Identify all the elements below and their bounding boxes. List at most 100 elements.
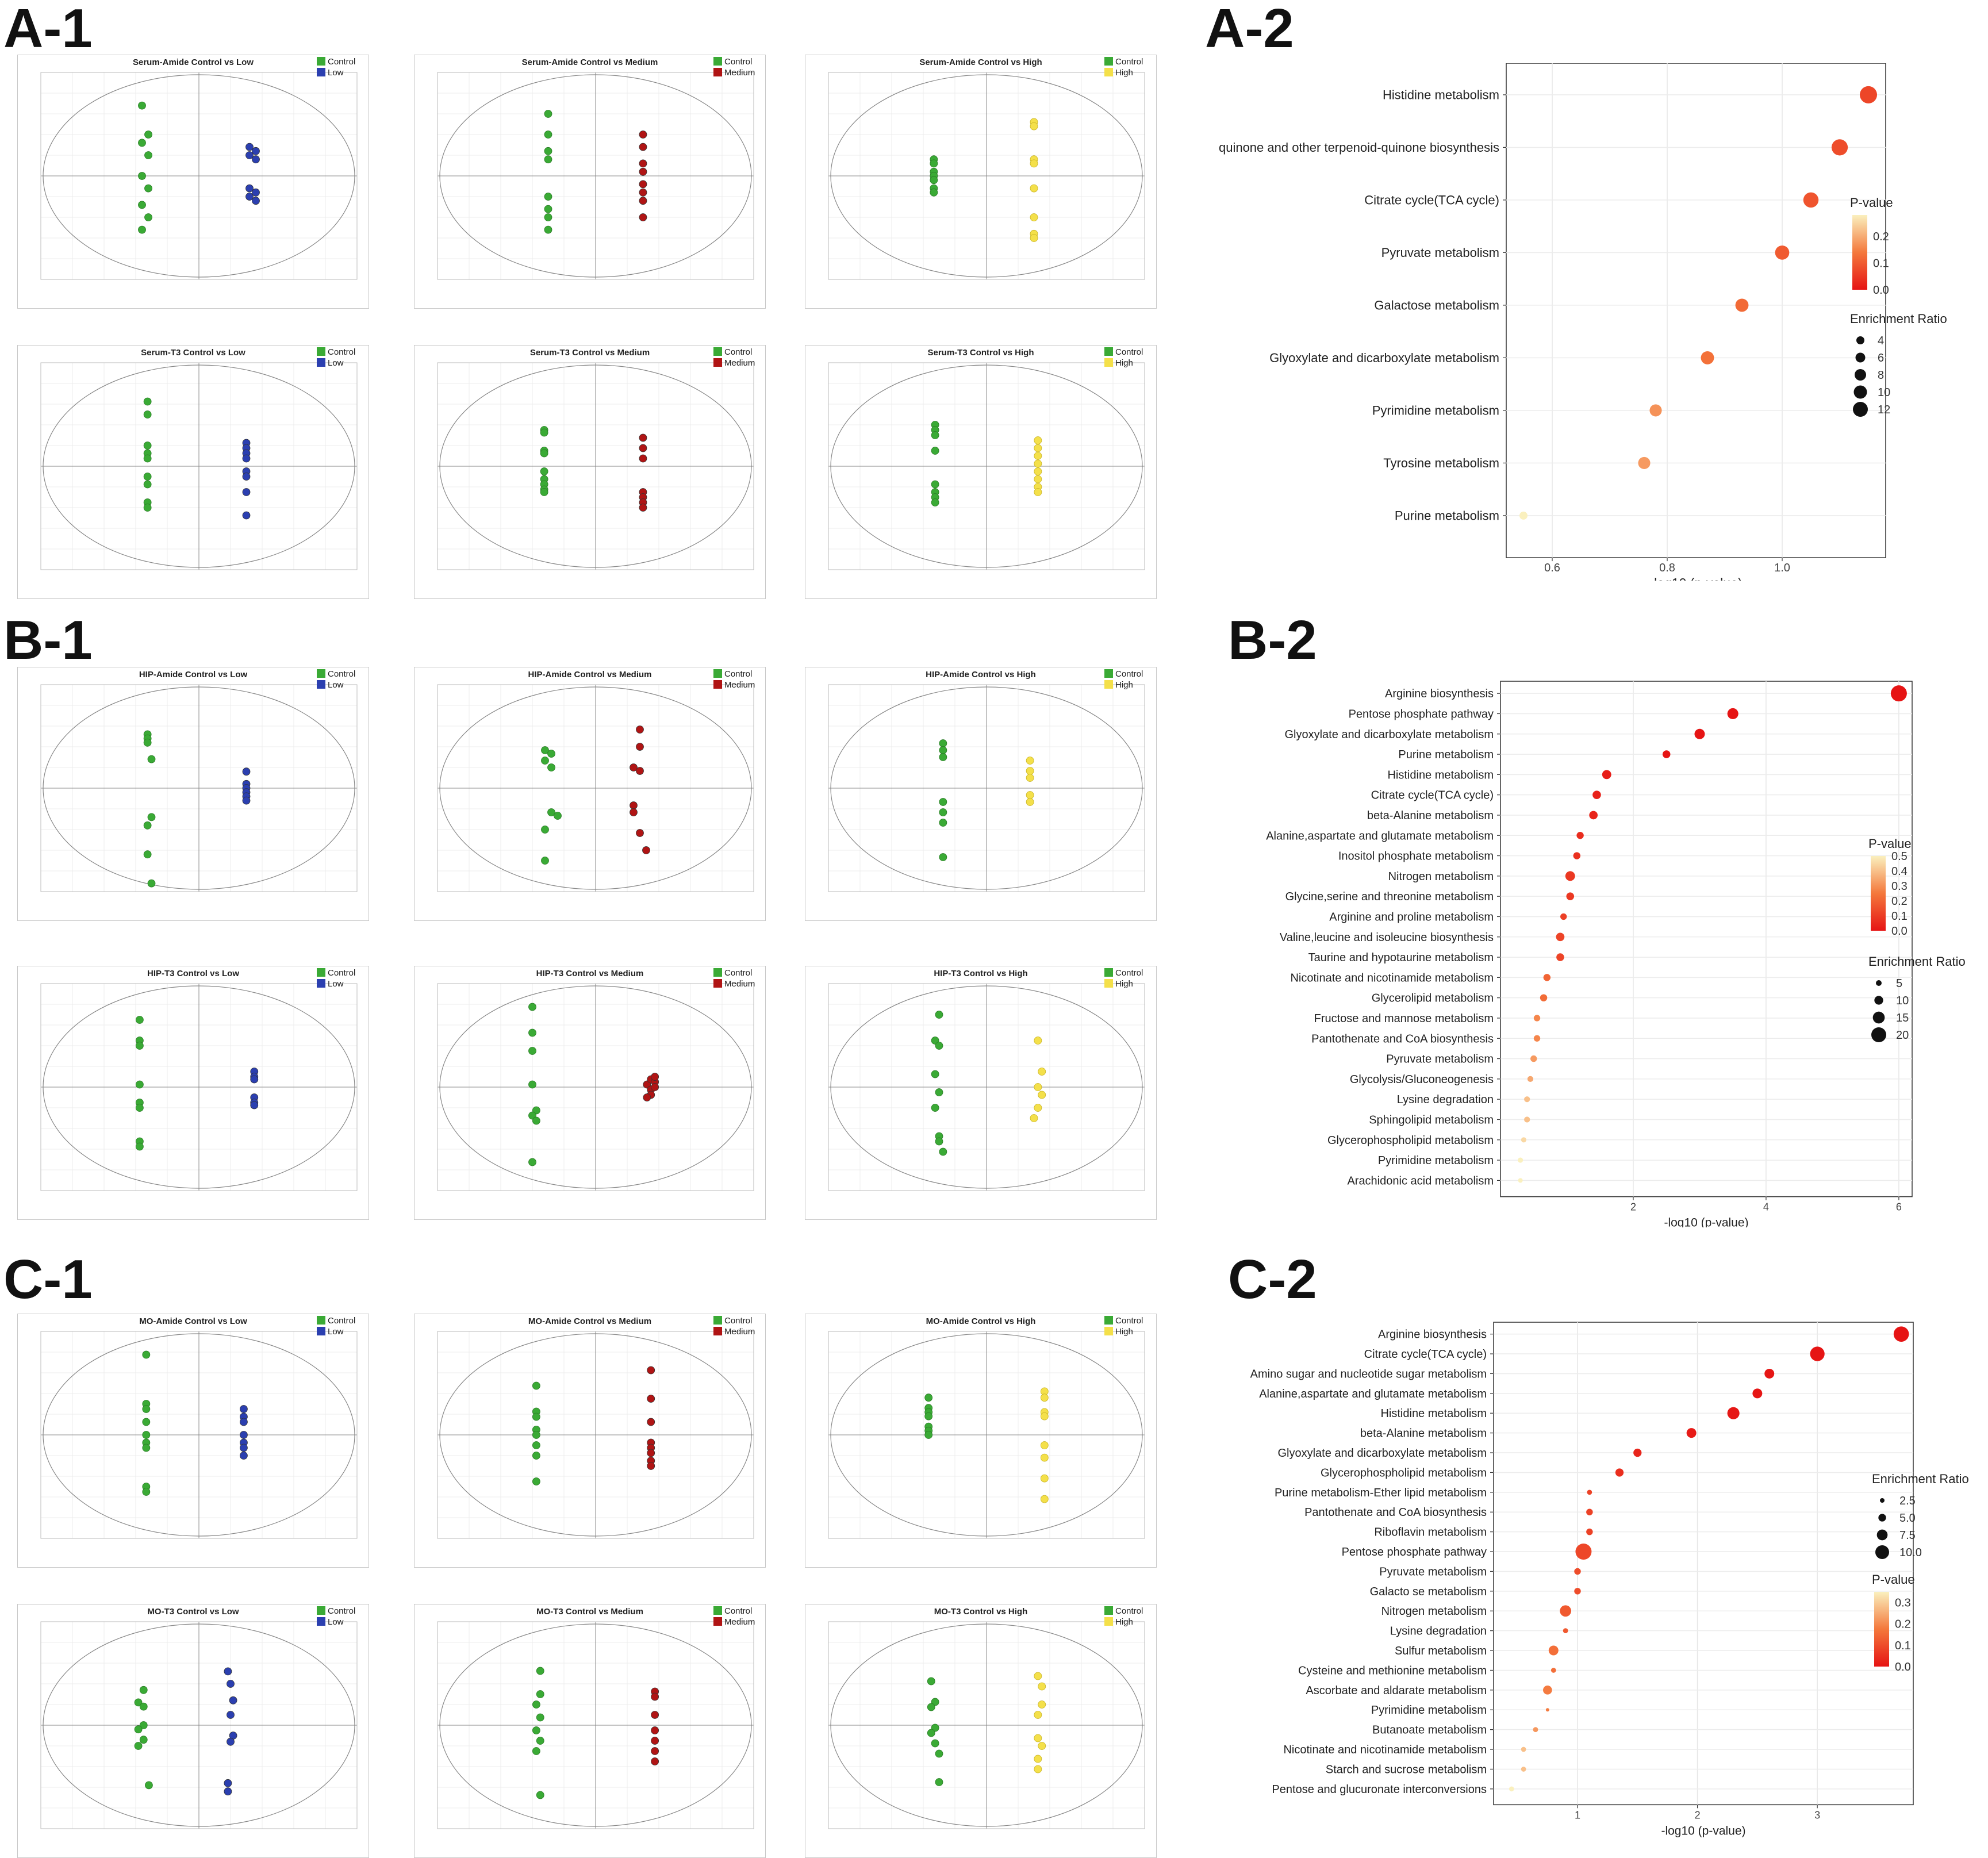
pathway-bubble — [1519, 511, 1528, 520]
legend-label: Low — [328, 358, 344, 368]
high-point — [1034, 444, 1042, 452]
pathway-label: Pyrimidine metabolism — [1372, 404, 1499, 418]
legend-label: Low — [328, 979, 344, 989]
score-plot-svg — [828, 1621, 1145, 1829]
legend-entry: High — [1104, 978, 1143, 989]
size-legend-label: 20 — [1896, 1029, 1909, 1042]
pathway-label: Arginine biosynthesis — [1378, 1329, 1487, 1341]
pathway-label: Butanoate metabolism — [1372, 1724, 1487, 1737]
pathway-bubble — [1566, 892, 1575, 900]
legend-swatch — [713, 1327, 722, 1335]
control-point — [143, 442, 152, 450]
low-point — [240, 1418, 248, 1426]
control-point — [930, 159, 938, 168]
color-legend-tick: 0.3 — [1891, 880, 1908, 893]
high-point — [1034, 459, 1042, 468]
high-point — [1038, 1700, 1046, 1709]
pathway-label: Nitrogen metabolism — [1381, 1605, 1487, 1618]
pathway-bubble — [1727, 1407, 1740, 1419]
medium-point — [639, 180, 647, 189]
medium-point — [630, 763, 638, 771]
score-plot-title: HIP-Amide Control vs Low — [139, 670, 248, 680]
low-point — [240, 1444, 248, 1452]
score-plot-legend: Control High — [1104, 1606, 1143, 1627]
control-point — [939, 808, 947, 816]
legend-swatch — [1104, 1327, 1113, 1335]
control-point — [536, 1791, 544, 1799]
control-point — [536, 1667, 544, 1675]
score-plot: Serum-T3 Control vs High Control High — [805, 345, 1157, 599]
low-point — [242, 511, 251, 520]
pathway-bubble — [1533, 1035, 1541, 1042]
pathway-bubble — [1551, 1668, 1556, 1673]
legend-entry: Low — [317, 1326, 355, 1337]
high-point — [1034, 1083, 1042, 1091]
control-point — [142, 1444, 151, 1452]
legend-swatch — [1104, 680, 1113, 689]
low-point — [245, 151, 254, 159]
medium-point — [642, 846, 650, 854]
legend-label: Control — [328, 347, 356, 357]
control-point — [143, 480, 152, 489]
control-point — [939, 746, 947, 754]
legend-swatch — [713, 680, 722, 689]
score-plot-title: MO-Amide Control vs Low — [139, 1316, 247, 1326]
control-point — [528, 1028, 536, 1037]
score-plot-legend: Control Medium — [713, 669, 755, 690]
pathway-label: Purine metabolism — [1398, 748, 1494, 761]
score-plot: Serum-T3 Control vs Medium Control Medium — [414, 345, 766, 599]
control-point — [544, 213, 552, 221]
size-legend-dot — [1874, 996, 1883, 1005]
pathway-label: Pentose phosphate pathway — [1349, 708, 1494, 720]
score-plot-svg — [40, 1621, 358, 1829]
medium-point — [651, 1073, 659, 1081]
high-point — [1040, 1394, 1049, 1402]
medium-point — [651, 1726, 659, 1734]
legend-swatch — [1104, 347, 1113, 356]
control-point — [939, 1147, 947, 1156]
control-point — [547, 750, 555, 758]
size-legend-dot — [1853, 402, 1868, 417]
legend-swatch — [713, 1606, 722, 1615]
color-legend-title: P-value — [1868, 836, 1912, 851]
score-plot-title: HIP-T3 Control vs High — [934, 969, 1028, 978]
control-point — [532, 1477, 540, 1485]
pathway-label: Valine,leucine and isoleucine biosynthes… — [1280, 931, 1494, 944]
panel-label-a1: A-1 — [3, 0, 93, 59]
high-point — [1034, 1765, 1042, 1773]
pathway-bubble — [1543, 974, 1551, 981]
size-legend-dot — [1855, 369, 1866, 381]
pathway-bubble — [1545, 1708, 1549, 1712]
pathway-bubble — [1556, 953, 1564, 961]
legend-swatch — [317, 669, 325, 678]
score-plot-svg — [828, 983, 1145, 1191]
medium-point — [639, 504, 647, 512]
legend-label: Low — [328, 1617, 344, 1627]
score-plot: HIP-T3 Control vs Low Control Low — [17, 966, 369, 1220]
score-plot-title: Serum-Amide Control vs High — [919, 57, 1042, 67]
score-plot-legend: Control Low — [317, 669, 355, 690]
control-point — [544, 110, 552, 118]
pathway-bubble — [1727, 708, 1738, 720]
control-point — [540, 449, 548, 458]
high-point — [1038, 1068, 1046, 1076]
legend-swatch — [1104, 1617, 1113, 1626]
high-point — [1026, 767, 1034, 775]
score-plot-legend: Control Medium — [713, 347, 755, 368]
panel-label-b2: B-2 — [1228, 609, 1317, 671]
control-point — [927, 1729, 935, 1737]
pathway-label: Nicotinate and nicotinamide metabolism — [1290, 972, 1494, 984]
plot-frame — [40, 1621, 358, 1829]
legend-swatch — [1104, 1606, 1113, 1615]
score-plot-legend: Control High — [1104, 1315, 1143, 1337]
medium-point — [630, 808, 638, 816]
control-point — [142, 1350, 151, 1359]
score-plot-svg — [40, 72, 358, 280]
control-point — [144, 213, 152, 221]
pathway-bubble — [1524, 1096, 1530, 1103]
pathway-bubble — [1573, 852, 1581, 859]
pathway-bubble — [1518, 1178, 1523, 1183]
x-tick-label: 0.8 — [1659, 562, 1675, 574]
legend-label: Control — [328, 57, 356, 67]
legend-swatch — [1104, 358, 1113, 367]
